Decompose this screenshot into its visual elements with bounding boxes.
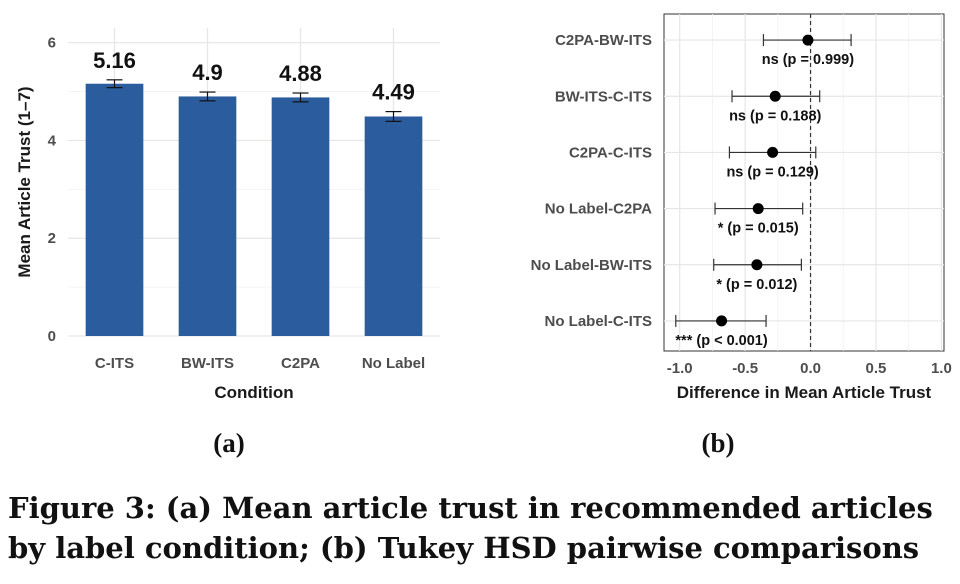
estimate-point bbox=[802, 34, 814, 46]
x-tick-label: 0.0 bbox=[800, 360, 821, 377]
comparison-chart-panel: ns (p = 0.999) ns (p = 0.188) ns (p = 0.12… bbox=[531, 13, 952, 458]
y-tick-label: C2PA-C-ITS bbox=[569, 144, 652, 161]
estimate-point bbox=[767, 146, 779, 158]
bar-value-label: 4.49 bbox=[372, 80, 415, 105]
y-tick-label: 4 bbox=[48, 132, 57, 149]
bar bbox=[271, 97, 330, 336]
bar-chart-value-labels: 5.16 4.9 4.88 4.49 bbox=[93, 48, 415, 105]
significance-label: *** (p < 0.001) bbox=[675, 333, 767, 349]
bar-chart-x-ticks: C-ITS BW-ITS C2PA No Label bbox=[95, 355, 425, 372]
estimate-point bbox=[751, 259, 763, 271]
significance-label: * (p = 0.012) bbox=[716, 277, 797, 293]
estimate-points bbox=[716, 34, 814, 327]
x-tick-label: No Label bbox=[362, 355, 425, 372]
panel-label-b: (b) bbox=[702, 428, 735, 458]
x-tick-label: -1.0 bbox=[667, 360, 693, 377]
figure-caption: Figure 3: (a) Mean article trust in reco… bbox=[8, 491, 933, 565]
y-tick-label: 0 bbox=[48, 328, 56, 345]
x-tick-label: C-ITS bbox=[95, 355, 134, 372]
x-tick-label: -0.5 bbox=[732, 360, 758, 377]
y-tick-label: 6 bbox=[48, 35, 56, 52]
y-tick-label: No Label-C-ITS bbox=[545, 313, 653, 330]
panel-label-a: (a) bbox=[213, 428, 244, 458]
bar bbox=[364, 116, 423, 336]
x-tick-label: 0.5 bbox=[866, 360, 887, 377]
bar bbox=[85, 83, 144, 336]
significance-labels: ns (p = 0.999) ns (p = 0.188) ns (p = 0.12… bbox=[675, 52, 854, 349]
significance-label: ns (p = 0.129) bbox=[726, 164, 818, 180]
x-tick-label: C2PA bbox=[281, 355, 320, 372]
y-tick-label: 2 bbox=[48, 230, 56, 247]
comparison-chart-y-ticks: C2PA-BW-ITS BW-ITS-C-ITS C2PA-C-ITS No Labe… bbox=[531, 32, 653, 330]
comparison-chart-x-axis-title: Difference in Mean Article Trust bbox=[677, 383, 932, 402]
comparison-chart-frame bbox=[663, 13, 945, 352]
significance-label: ns (p = 0.999) bbox=[762, 52, 854, 68]
estimate-point bbox=[752, 203, 764, 215]
bar-value-label: 4.9 bbox=[192, 60, 223, 85]
y-tick-label: BW-ITS-C-ITS bbox=[555, 88, 652, 105]
bar-chart-panel: 5.16 4.9 4.88 4.49 0 2 4 6 C-ITS BW-ITS C2PA No L… bbox=[15, 28, 440, 458]
bar-chart-x-axis-title: Condition bbox=[214, 383, 293, 402]
bar-chart-error-bars bbox=[106, 79, 402, 122]
significance-label: * (p = 0.015) bbox=[718, 221, 799, 237]
significance-label: ns (p = 0.188) bbox=[729, 108, 821, 124]
bar-chart-bars bbox=[85, 83, 423, 336]
x-tick-label: BW-ITS bbox=[181, 355, 234, 372]
y-tick-label: C2PA-BW-ITS bbox=[555, 32, 652, 49]
bar-chart-y-axis-title: Mean Article Trust (1–7) bbox=[15, 86, 34, 277]
bar bbox=[178, 96, 237, 336]
y-tick-label: No Label-BW-ITS bbox=[531, 257, 652, 274]
comparison-chart-x-ticks: -1.0 -0.5 0.0 0.5 1.0 bbox=[667, 360, 952, 377]
estimate-point bbox=[716, 315, 728, 327]
bar-value-label: 4.88 bbox=[279, 61, 322, 86]
bar-value-label: 5.16 bbox=[93, 48, 136, 73]
y-tick-label: No Label-C2PA bbox=[545, 201, 652, 218]
x-tick-label: 1.0 bbox=[931, 360, 952, 377]
estimate-point bbox=[769, 90, 781, 102]
bar-chart-y-ticks: 0 2 4 6 bbox=[48, 35, 57, 345]
